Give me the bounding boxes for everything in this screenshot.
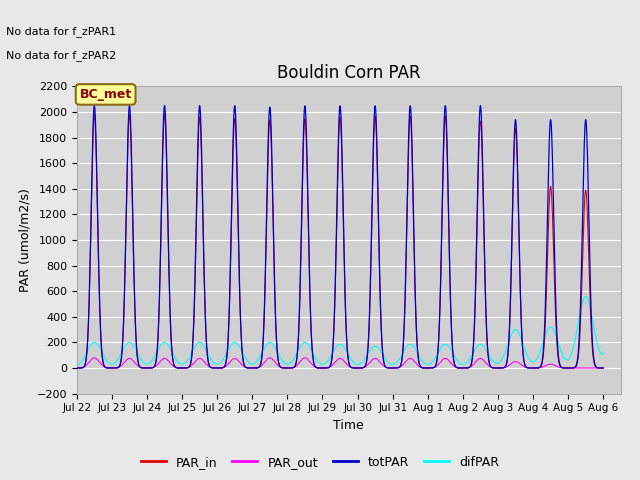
Text: BC_met: BC_met xyxy=(79,88,132,101)
Y-axis label: PAR (umol/m2/s): PAR (umol/m2/s) xyxy=(18,188,31,292)
Legend: PAR_in, PAR_out, totPAR, difPAR: PAR_in, PAR_out, totPAR, difPAR xyxy=(136,451,504,474)
X-axis label: Time: Time xyxy=(333,419,364,432)
Text: No data for f_zPAR1: No data for f_zPAR1 xyxy=(6,25,116,36)
Title: Bouldin Corn PAR: Bouldin Corn PAR xyxy=(277,64,420,82)
Text: No data for f_zPAR2: No data for f_zPAR2 xyxy=(6,49,116,60)
